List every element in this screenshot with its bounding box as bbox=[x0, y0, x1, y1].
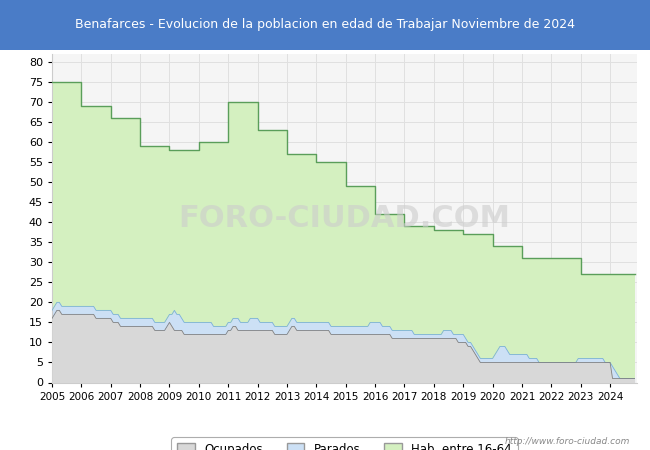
Text: Benafarces - Evolucion de la poblacion en edad de Trabajar Noviembre de 2024: Benafarces - Evolucion de la poblacion e… bbox=[75, 18, 575, 31]
Text: FORO-CIUDAD.COM: FORO-CIUDAD.COM bbox=[179, 204, 510, 233]
Text: http://www.foro-ciudad.com: http://www.foro-ciudad.com bbox=[505, 436, 630, 446]
Legend: Ocupados, Parados, Hab. entre 16-64: Ocupados, Parados, Hab. entre 16-64 bbox=[171, 437, 518, 450]
